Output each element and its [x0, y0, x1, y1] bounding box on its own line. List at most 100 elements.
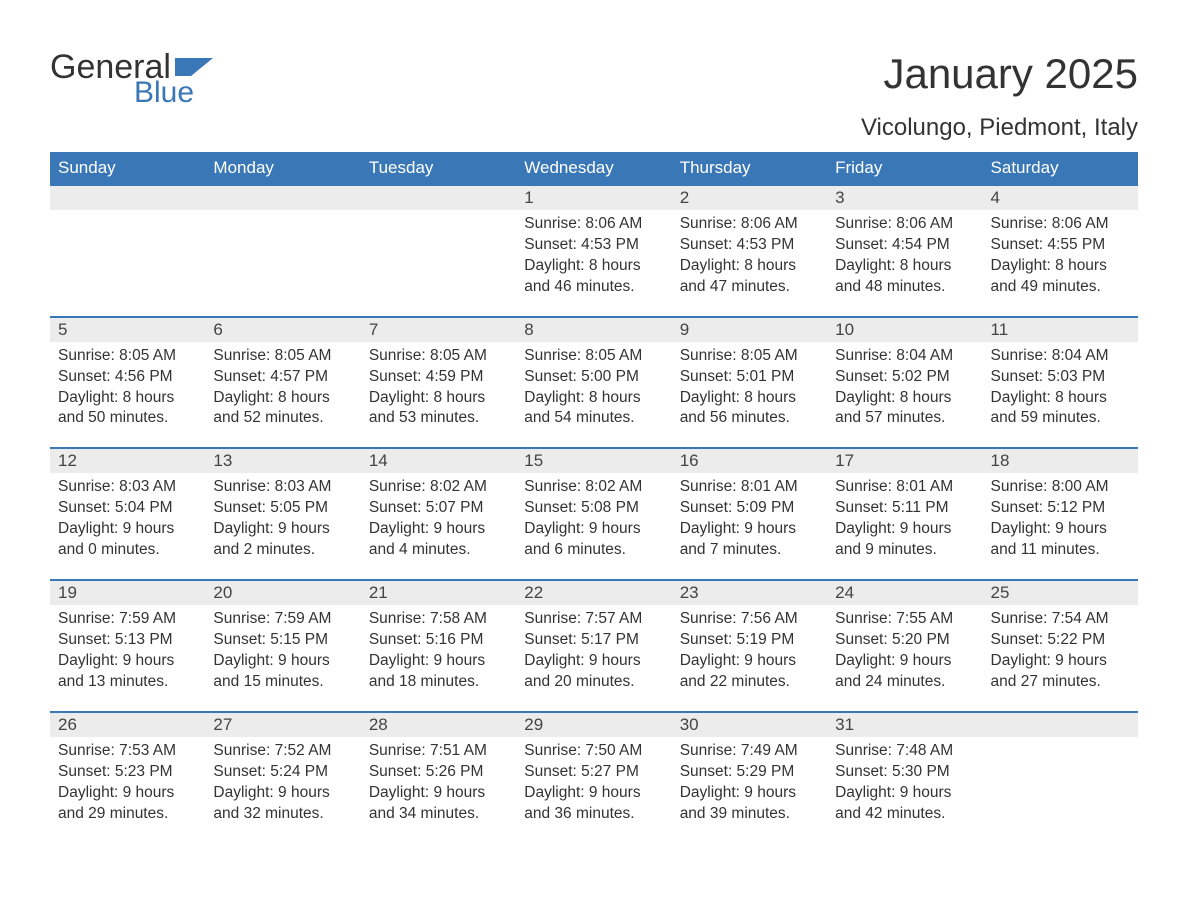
daylight-line-1: Daylight: 9 hours — [369, 783, 508, 804]
empty-cell — [983, 737, 1138, 843]
daylight-line-1: Daylight: 8 hours — [369, 388, 508, 409]
day-number: 19 — [50, 580, 205, 605]
empty-cell — [361, 210, 516, 317]
day-number: 9 — [672, 317, 827, 342]
sunrise-line: Sunrise: 8:06 AM — [835, 214, 974, 235]
daylight-line-2: and 22 minutes. — [680, 672, 819, 693]
sunrise-line: Sunrise: 8:04 AM — [835, 346, 974, 367]
daylight-line-1: Daylight: 8 hours — [524, 388, 663, 409]
day-number: 14 — [361, 448, 516, 473]
sunrise-line: Sunrise: 7:59 AM — [58, 609, 197, 630]
daylight-line-1: Daylight: 9 hours — [58, 651, 197, 672]
sunrise-line: Sunrise: 7:53 AM — [58, 741, 197, 762]
day-cell: Sunrise: 8:06 AMSunset: 4:53 PMDaylight:… — [672, 210, 827, 317]
header: General Blue January 2025 — [50, 50, 1138, 108]
daynum-row: 567891011 — [50, 317, 1138, 342]
daylight-line-1: Daylight: 9 hours — [680, 651, 819, 672]
day-number: 2 — [672, 185, 827, 210]
sunrise-line: Sunrise: 7:55 AM — [835, 609, 974, 630]
daylight-line-2: and 0 minutes. — [58, 540, 197, 561]
daylight-line-1: Daylight: 9 hours — [213, 651, 352, 672]
sunrise-line: Sunrise: 8:01 AM — [835, 477, 974, 498]
day-number: 23 — [672, 580, 827, 605]
sunrise-line: Sunrise: 8:05 AM — [58, 346, 197, 367]
daylight-line-2: and 29 minutes. — [58, 804, 197, 825]
day-number: 30 — [672, 712, 827, 737]
empty-cell — [983, 712, 1138, 737]
sunrise-line: Sunrise: 7:56 AM — [680, 609, 819, 630]
sunrise-line: Sunrise: 8:06 AM — [524, 214, 663, 235]
day-cell: Sunrise: 7:51 AMSunset: 5:26 PMDaylight:… — [361, 737, 516, 843]
sunset-line: Sunset: 4:53 PM — [524, 235, 663, 256]
daylight-line-2: and 2 minutes. — [213, 540, 352, 561]
daylight-line-2: and 59 minutes. — [991, 408, 1130, 429]
daylight-line-2: and 48 minutes. — [835, 277, 974, 298]
sunrise-line: Sunrise: 7:58 AM — [369, 609, 508, 630]
sunset-line: Sunset: 5:26 PM — [369, 762, 508, 783]
daylight-line-1: Daylight: 9 hours — [835, 519, 974, 540]
sunrise-line: Sunrise: 8:03 AM — [58, 477, 197, 498]
sunrise-line: Sunrise: 8:01 AM — [680, 477, 819, 498]
daylight-line-2: and 9 minutes. — [835, 540, 974, 561]
daylight-line-1: Daylight: 9 hours — [369, 651, 508, 672]
sunset-line: Sunset: 5:00 PM — [524, 367, 663, 388]
day-cell: Sunrise: 7:58 AMSunset: 5:16 PMDaylight:… — [361, 605, 516, 712]
sunrise-line: Sunrise: 8:00 AM — [991, 477, 1130, 498]
daynum-row: 19202122232425 — [50, 580, 1138, 605]
weekday-header: Friday — [827, 152, 982, 185]
day-number: 31 — [827, 712, 982, 737]
day-cell: Sunrise: 7:53 AMSunset: 5:23 PMDaylight:… — [50, 737, 205, 843]
day-number: 5 — [50, 317, 205, 342]
day-number: 20 — [205, 580, 360, 605]
sunrise-line: Sunrise: 7:57 AM — [524, 609, 663, 630]
sunset-line: Sunset: 4:54 PM — [835, 235, 974, 256]
daylight-line-2: and 18 minutes. — [369, 672, 508, 693]
sunset-line: Sunset: 5:05 PM — [213, 498, 352, 519]
weekday-header-row: Sunday Monday Tuesday Wednesday Thursday… — [50, 152, 1138, 185]
daylight-line-1: Daylight: 9 hours — [369, 519, 508, 540]
sunset-line: Sunset: 5:11 PM — [835, 498, 974, 519]
sunset-line: Sunset: 5:24 PM — [213, 762, 352, 783]
sunrise-line: Sunrise: 8:02 AM — [524, 477, 663, 498]
sunset-line: Sunset: 5:19 PM — [680, 630, 819, 651]
daylight-line-2: and 56 minutes. — [680, 408, 819, 429]
sunset-line: Sunset: 5:04 PM — [58, 498, 197, 519]
empty-cell — [50, 185, 205, 210]
sunset-line: Sunset: 5:29 PM — [680, 762, 819, 783]
weekday-header: Wednesday — [516, 152, 671, 185]
sunrise-line: Sunrise: 8:05 AM — [680, 346, 819, 367]
daylight-line-1: Daylight: 8 hours — [213, 388, 352, 409]
day-cell: Sunrise: 8:04 AMSunset: 5:02 PMDaylight:… — [827, 342, 982, 449]
calendar-document: General Blue January 2025 Vicolungo, Pie… — [0, 0, 1188, 882]
day-number: 15 — [516, 448, 671, 473]
sunrise-line: Sunrise: 7:49 AM — [680, 741, 819, 762]
day-cell: Sunrise: 8:06 AMSunset: 4:55 PMDaylight:… — [983, 210, 1138, 317]
sunset-line: Sunset: 5:20 PM — [835, 630, 974, 651]
day-number: 24 — [827, 580, 982, 605]
day-cell: Sunrise: 8:02 AMSunset: 5:07 PMDaylight:… — [361, 473, 516, 580]
daylight-line-1: Daylight: 8 hours — [835, 388, 974, 409]
day-cell: Sunrise: 8:06 AMSunset: 4:53 PMDaylight:… — [516, 210, 671, 317]
sunset-line: Sunset: 4:56 PM — [58, 367, 197, 388]
daylight-line-1: Daylight: 9 hours — [680, 783, 819, 804]
daynum-row: 12131415161718 — [50, 448, 1138, 473]
content-row: Sunrise: 7:53 AMSunset: 5:23 PMDaylight:… — [50, 737, 1138, 843]
day-number: 11 — [983, 317, 1138, 342]
daylight-line-1: Daylight: 9 hours — [58, 519, 197, 540]
day-cell: Sunrise: 7:50 AMSunset: 5:27 PMDaylight:… — [516, 737, 671, 843]
daylight-line-2: and 53 minutes. — [369, 408, 508, 429]
daylight-line-1: Daylight: 9 hours — [680, 519, 819, 540]
day-cell: Sunrise: 7:49 AMSunset: 5:29 PMDaylight:… — [672, 737, 827, 843]
weekday-header: Monday — [205, 152, 360, 185]
day-number: 18 — [983, 448, 1138, 473]
sunrise-line: Sunrise: 8:02 AM — [369, 477, 508, 498]
page-title: January 2025 — [883, 50, 1138, 98]
daylight-line-2: and 50 minutes. — [58, 408, 197, 429]
sunset-line: Sunset: 5:13 PM — [58, 630, 197, 651]
daylight-line-2: and 27 minutes. — [991, 672, 1130, 693]
day-number: 12 — [50, 448, 205, 473]
day-number: 7 — [361, 317, 516, 342]
sunset-line: Sunset: 5:02 PM — [835, 367, 974, 388]
day-cell: Sunrise: 8:06 AMSunset: 4:54 PMDaylight:… — [827, 210, 982, 317]
sunset-line: Sunset: 4:59 PM — [369, 367, 508, 388]
